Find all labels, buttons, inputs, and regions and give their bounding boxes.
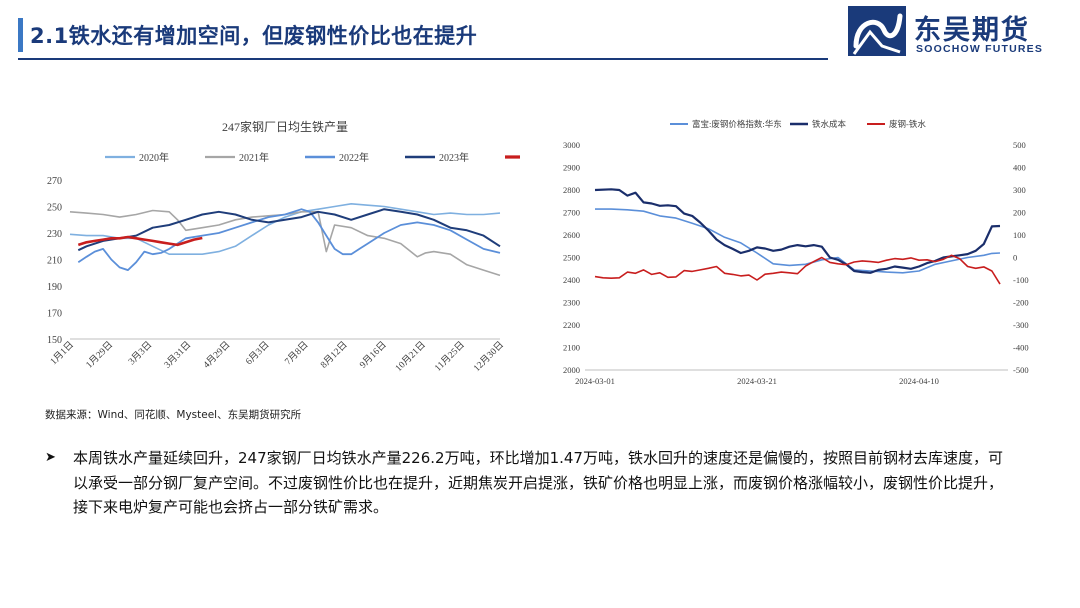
scrap-vs-hot-metal-chart: 富宝:废钢价格指数:华东 铁水成本 废钢-铁水2000210022002300240… bbox=[563, 119, 1029, 386]
right-y-tick-label: -500 bbox=[1013, 365, 1029, 375]
right-y-tick-label: 400 bbox=[1013, 163, 1026, 173]
legend-label: 2022年 bbox=[339, 151, 369, 164]
page-title: 2.1铁水还有增加空间，但废钢性价比也在提升 bbox=[30, 24, 478, 48]
right-y-tick-label: 0 bbox=[1013, 253, 1017, 263]
right-y-tick-label: -100 bbox=[1013, 275, 1029, 285]
left-y-tick-label: 2400 bbox=[563, 275, 580, 285]
legend-label: 废钢-铁水 bbox=[889, 119, 926, 129]
series-line-2024年 bbox=[77, 235, 203, 247]
title-underline bbox=[18, 58, 828, 60]
x-tick-label: 2024-03-21 bbox=[737, 376, 777, 386]
x-tick-label: 8月12日 bbox=[318, 339, 349, 370]
legend-label: 富宝:废钢价格指数:华东 bbox=[692, 119, 782, 129]
legend-label: 2021年 bbox=[239, 151, 269, 164]
y-tick-label: 230 bbox=[47, 229, 62, 240]
data-source-note: 数据来源：Wind、同花顺、Mysteel、东吴期货研究所 bbox=[45, 409, 302, 421]
chart-title: 247家钢厂日均生铁产量 bbox=[222, 119, 348, 134]
logo-english-name: SOOCHOW FUTURES bbox=[916, 43, 1044, 55]
x-tick-label: 12月30日 bbox=[471, 339, 506, 374]
right-y-tick-label: -200 bbox=[1013, 298, 1029, 308]
right-y-tick-label: 100 bbox=[1013, 230, 1026, 240]
commentary-text: 本周铁水产量延续回升，247家钢厂日均铁水产量226.2万吨，环比增加1.47万… bbox=[73, 449, 1004, 516]
right-y-tick-label: -400 bbox=[1013, 343, 1029, 353]
right-y-tick-label: 300 bbox=[1013, 185, 1026, 195]
left-y-tick-label: 2700 bbox=[563, 208, 580, 218]
x-tick-label: 4月29日 bbox=[201, 339, 232, 370]
legend-label: 2023年 bbox=[439, 151, 469, 164]
series-line-2021年 bbox=[69, 209, 501, 277]
y-tick-label: 170 bbox=[47, 309, 62, 320]
left-y-tick-label: 3000 bbox=[563, 140, 580, 150]
series-line-2020年 bbox=[69, 203, 501, 255]
header: 2.1铁水还有增加空间，但废钢性价比也在提升 东吴期货 SOOCHOW FUTU… bbox=[0, 0, 1080, 68]
right-y-tick-label: 500 bbox=[1013, 140, 1026, 150]
x-tick-label: 3月3日 bbox=[126, 339, 154, 367]
x-tick-label: 7月8日 bbox=[283, 339, 311, 367]
series-line-2022年 bbox=[77, 208, 501, 272]
legend-label: 2020年 bbox=[139, 151, 169, 164]
x-tick-label: 2024-03-01 bbox=[575, 376, 615, 386]
y-tick-label: 270 bbox=[47, 176, 62, 187]
x-tick-label: 1月29日 bbox=[84, 339, 115, 370]
left-y-tick-label: 2000 bbox=[563, 365, 580, 375]
x-tick-label: 10月21日 bbox=[393, 339, 428, 374]
company-logo: 东吴期货 SOOCHOW FUTURES bbox=[848, 6, 1073, 58]
y-tick-label: 210 bbox=[47, 256, 62, 267]
series-line-富宝:废钢价格指数:华东 bbox=[595, 208, 1001, 274]
left-y-tick-label: 2300 bbox=[563, 298, 580, 308]
series-line-废钢-铁水 bbox=[594, 254, 1001, 285]
x-tick-label: 9月16日 bbox=[358, 339, 389, 370]
x-tick-label: 2024-04-10 bbox=[899, 376, 939, 386]
left-y-tick-label: 2500 bbox=[563, 253, 580, 263]
left-y-tick-label: 2200 bbox=[563, 320, 580, 330]
left-y-tick-label: 2100 bbox=[563, 343, 580, 353]
logo-chinese-name: 东吴期货 bbox=[914, 15, 1030, 46]
left-y-tick-label: 2800 bbox=[563, 185, 580, 195]
right-y-tick-label: -300 bbox=[1013, 320, 1029, 330]
y-tick-label: 150 bbox=[47, 335, 62, 346]
y-tick-label: 190 bbox=[47, 282, 62, 293]
left-y-tick-label: 2600 bbox=[563, 230, 580, 240]
arrow-bullet-icon: ➤ bbox=[45, 450, 56, 465]
x-tick-label: 3月31日 bbox=[162, 339, 193, 370]
x-tick-label: 6月3日 bbox=[244, 339, 272, 367]
soochow-logo-icon bbox=[848, 6, 906, 56]
left-y-tick-label: 2900 bbox=[563, 163, 580, 173]
pig-iron-output-chart: 247家钢厂日均生铁产量2020年2021年2022年2023年2024年150… bbox=[47, 119, 520, 374]
x-tick-label: 11月25日 bbox=[433, 339, 467, 373]
y-tick-label: 250 bbox=[47, 203, 62, 214]
right-y-tick-label: 200 bbox=[1013, 208, 1026, 218]
series-line-2023年 bbox=[77, 208, 501, 252]
title-accent-bar bbox=[18, 18, 23, 52]
legend-label: 铁水成本 bbox=[812, 119, 847, 129]
